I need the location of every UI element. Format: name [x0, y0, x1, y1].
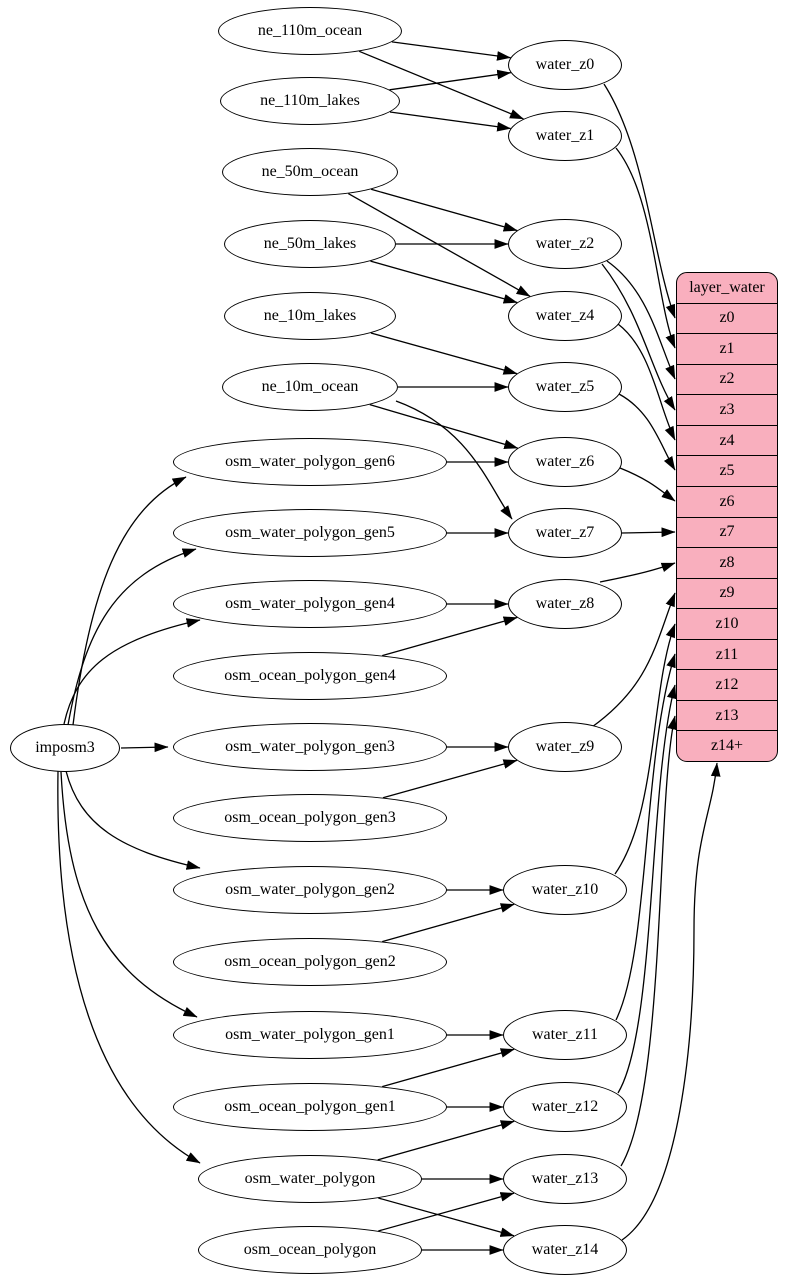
edge-osm-ocean-polygon-gen2-to-water-z10	[382, 903, 515, 943]
table-row-z6: z6	[677, 485, 777, 517]
table-row-z12: z12	[677, 669, 777, 700]
edge-osm-ocean-polygon-gen1-to-water-z11	[382, 1048, 515, 1088]
edge-water-z9-to-z9	[591, 592, 676, 728]
edge-imposm3-to-osm-water-polygon-gen2	[65, 770, 201, 870]
node-water-z13: water_z13	[503, 1154, 627, 1204]
table-row-z3: z3	[677, 394, 777, 425]
table-row-z4: z4	[677, 424, 777, 456]
node-osm-water-polygon-gen1: osm_water_polygon_gen1	[173, 1011, 447, 1059]
edge-water-z2-to-z3	[601, 263, 676, 411]
node-water-z4: water_z4	[508, 291, 622, 341]
table-row-z7: z7	[677, 516, 777, 548]
edge-water-z5-to-z5	[618, 393, 676, 471]
table-row-z1: z1	[677, 333, 777, 364]
node-osm-ocean-polygon-gen3: osm_ocean_polygon_gen3	[173, 794, 447, 842]
node-ne-50m-ocean: ne_50m_ocean	[222, 148, 398, 196]
edge-osm-water-polygon-to-water-z14	[378, 1197, 515, 1237]
node-ne-50m-lakes: ne_50m_lakes	[224, 220, 396, 268]
edge-water-z13-to-z13	[620, 715, 677, 1167]
edge-osm-ocean-polygon-gen3-to-water-z9	[382, 759, 518, 799]
node-imposm3: imposm3	[10, 724, 120, 772]
edge-osm-ocean-polygon-to-water-z13	[378, 1192, 515, 1232]
edge-imposm3-to-osm-water-polygon-gen5	[67, 548, 197, 726]
table-row-z5: z5	[677, 455, 777, 486]
edge-ne-10m-lakes-to-water-z5	[370, 332, 518, 375]
node-ne-110m-lakes: ne_110m_lakes	[220, 77, 400, 125]
node-ne-110m-ocean: ne_110m_ocean	[218, 7, 402, 55]
edge-water-z2-to-z2	[606, 260, 676, 380]
edge-water-z0-to-z0	[603, 83, 676, 319]
node-osm-ocean-polygon-gen4: osm_ocean_polygon_gen4	[173, 652, 447, 700]
node-osm-ocean-polygon-gen1: osm_ocean_polygon_gen1	[173, 1083, 447, 1131]
edge-water-z8-to-z8	[599, 562, 676, 583]
edge-water-z4-to-z4	[617, 323, 676, 441]
edge-osm-water-polygon-to-water-z12	[377, 1120, 515, 1161]
table-row-z8: z8	[677, 547, 777, 578]
edge-imposm3-to-osm-water-polygon-gen6	[72, 476, 187, 726]
table-row-z2: z2	[677, 363, 777, 395]
table-row-z9: z9	[677, 577, 777, 609]
table-row-z13: z13	[677, 699, 777, 731]
edge-water-z14-to-z14plus	[621, 762, 721, 1241]
table-row-z11: z11	[677, 638, 777, 670]
node-water-z8: water_z8	[508, 579, 622, 629]
table-row-z0: z0	[677, 302, 777, 334]
node-water-z6: water_z6	[508, 437, 622, 487]
node-ne-10m-ocean: ne_10m_ocean	[222, 363, 398, 411]
edge-imposm3-to-osm-water-polygon-gen1	[60, 771, 198, 1018]
edge-water-z7-to-z7	[621, 527, 676, 538]
node-water-z10: water_z10	[503, 865, 627, 915]
node-osm-water-polygon-gen6: osm_water_polygon_gen6	[173, 438, 447, 486]
node-water-z14: water_z14	[503, 1225, 627, 1275]
node-ne-10m-lakes: ne_10m_lakes	[224, 292, 396, 340]
node-osm-water-polygon-gen2: osm_water_polygon_gen2	[173, 866, 447, 914]
edge-imposm3-to-osm-water-polygon	[57, 770, 201, 1164]
node-water-z5: water_z5	[508, 362, 622, 412]
edge-water-z11-to-z11	[615, 653, 676, 1021]
edge-ne-50m-ocean-to-water-z4	[347, 193, 531, 297]
edge-water-z1-to-z1	[615, 147, 676, 349]
table-header-layer-water: layer_water	[689, 278, 765, 296]
node-osm-water-polygon-gen4: osm_water_polygon_gen4	[173, 580, 447, 628]
node-water-z12: water_z12	[503, 1082, 627, 1132]
edge-water-z10-to-z10	[614, 623, 676, 875]
edge-ne-10m-ocean-to-water-z6	[369, 403, 519, 449]
node-water-z0: water_z0	[508, 40, 622, 90]
node-water-z1: water_z1	[508, 111, 622, 161]
edge-imposm3-to-osm-water-polygon-gen4	[63, 618, 201, 725]
edge-ne-110m-ocean-to-water-z0	[391, 41, 512, 61]
node-water-z9: water_z9	[508, 722, 622, 772]
node-osm-ocean-polygon-gen2: osm_ocean_polygon_gen2	[173, 938, 447, 986]
node-water-z2: water_z2	[508, 219, 622, 269]
edge-ne-110m-lakes-to-water-z0	[389, 69, 512, 91]
edge-ne-110m-lakes-to-water-z1	[389, 111, 512, 132]
edge-ne-10m-ocean-to-water-z7	[395, 400, 513, 520]
node-osm-water-polygon-gen5: osm_water_polygon_gen5	[173, 509, 447, 557]
table-row-z10: z10	[677, 608, 777, 639]
node-osm-ocean-polygon: osm_ocean_polygon	[198, 1226, 422, 1274]
node-osm-water-polygon: osm_water_polygon	[198, 1155, 422, 1203]
table-row-z14plus: z14+	[677, 730, 777, 761]
node-osm-water-polygon-gen3: osm_water_polygon_gen3	[173, 723, 447, 771]
edge-ne-50m-lakes-to-water-z4	[370, 260, 518, 304]
edge-water-z12-to-z12	[617, 684, 677, 1094]
edge-ne-50m-ocean-to-water-z2	[370, 188, 518, 232]
edge-osm-ocean-polygon-gen4-to-water-z8	[382, 616, 518, 657]
node-water-z7: water_z7	[508, 508, 622, 558]
layer-water-table: layer_water z0 z1 z2 z3 z4 z5 z6 z7 z8 z9 z10 z11 z12…	[676, 272, 778, 762]
node-water-z11: water_z11	[503, 1010, 627, 1060]
edge-imposm3-to-osm-water-polygon-gen3	[120, 742, 169, 753]
edge-water-z6-to-z6	[619, 467, 676, 502]
edge-ne-110m-ocean-to-water-z1	[358, 50, 524, 120]
